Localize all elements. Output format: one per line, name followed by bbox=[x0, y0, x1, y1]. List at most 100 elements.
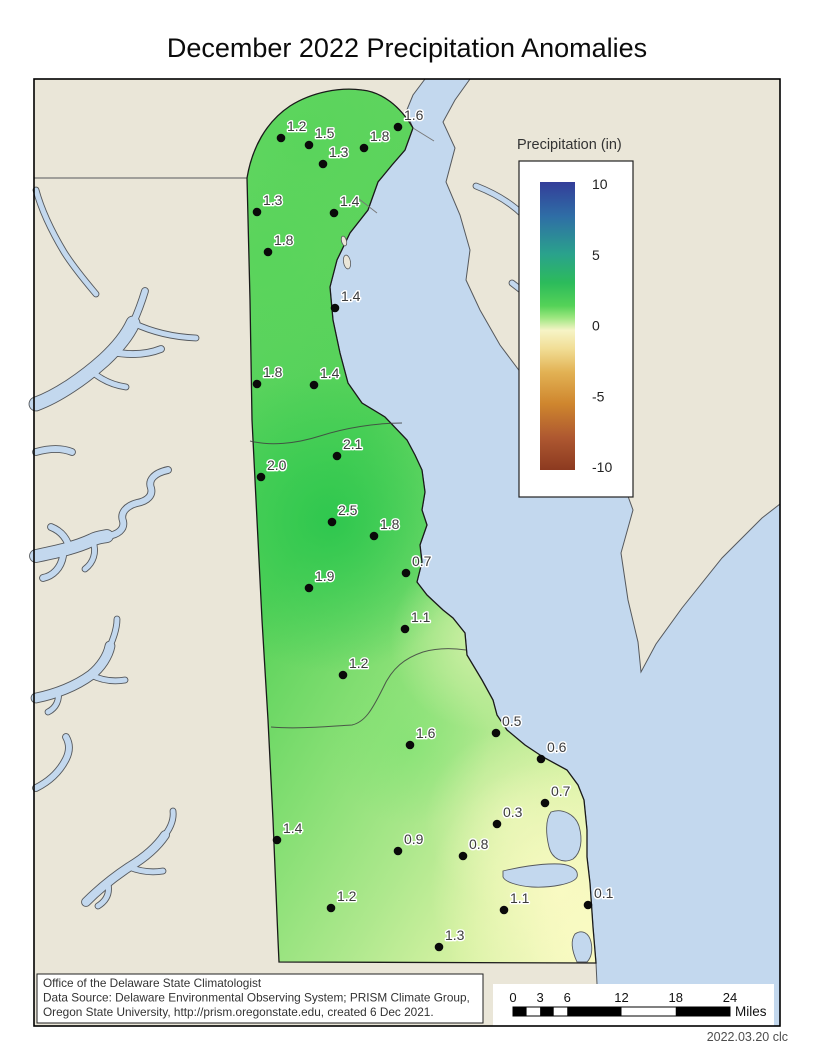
station-dot bbox=[540, 798, 550, 808]
station-dot bbox=[327, 517, 337, 527]
station-dot bbox=[330, 303, 340, 313]
scale-bar-label: 3 bbox=[537, 990, 544, 1005]
legend-box bbox=[518, 160, 634, 498]
station-dot bbox=[252, 379, 262, 389]
station-label: 0.3 bbox=[503, 804, 523, 820]
scale-bar-segment bbox=[540, 1007, 554, 1016]
state-delaware-outline bbox=[246, 88, 597, 964]
scale-bar-panel bbox=[493, 984, 774, 1026]
station-dot bbox=[369, 531, 379, 541]
river-island bbox=[340, 235, 348, 247]
river-island bbox=[342, 254, 352, 270]
attribution-line1: Office of the Delaware State Climatologi… bbox=[43, 976, 262, 990]
station-dot bbox=[256, 472, 266, 482]
station-dot bbox=[338, 670, 348, 680]
station-dot bbox=[304, 583, 314, 593]
station-label: 1.2 bbox=[349, 655, 369, 671]
station-label: 1.9 bbox=[315, 568, 335, 584]
station-dot bbox=[405, 740, 415, 750]
station-dot bbox=[318, 159, 328, 169]
station-label: 1.8 bbox=[370, 128, 390, 144]
station-label: 2.5 bbox=[338, 502, 358, 518]
legend-title: Precipitation (in) bbox=[517, 137, 622, 153]
station-label: 1.8 bbox=[274, 232, 294, 248]
station-dot bbox=[252, 207, 262, 217]
county-line-kent-sussex bbox=[270, 648, 467, 729]
station-label: 0.8 bbox=[469, 836, 489, 852]
stream bbox=[87, 367, 129, 390]
stream bbox=[48, 524, 73, 554]
scale-bar-label: 12 bbox=[614, 990, 628, 1005]
station-dot bbox=[272, 835, 282, 845]
stream bbox=[33, 446, 75, 455]
station-label: 1.3 bbox=[329, 144, 349, 160]
station-label: 1.1 bbox=[510, 890, 530, 906]
station-label: 1.8 bbox=[263, 364, 283, 380]
station-dot bbox=[304, 140, 314, 150]
legend-tick: -5 bbox=[592, 388, 605, 404]
station-dot bbox=[263, 247, 273, 257]
map-frame bbox=[33, 78, 781, 1027]
attribution-line2: Data Source: Delaware Environmental Obse… bbox=[43, 991, 470, 1005]
station-label: 1.4 bbox=[341, 288, 361, 304]
station-dot bbox=[536, 754, 546, 764]
stream bbox=[29, 316, 140, 411]
stream bbox=[33, 187, 99, 297]
scale-bar-label: 6 bbox=[564, 990, 571, 1005]
rehoboth-bay bbox=[546, 810, 582, 862]
date-note: 2022.03.20 clc bbox=[707, 1030, 788, 1044]
stream bbox=[130, 288, 148, 326]
station-dot bbox=[583, 900, 593, 910]
station-dot bbox=[458, 851, 468, 861]
legend: Precipitation (in) 10 5 0 -5 -10 bbox=[517, 137, 634, 498]
stream bbox=[33, 734, 72, 791]
legend-tick: 5 bbox=[592, 247, 600, 263]
station-dot bbox=[276, 133, 286, 143]
station-label: 0.7 bbox=[551, 783, 571, 799]
stream bbox=[95, 881, 111, 909]
stream bbox=[109, 346, 164, 357]
inland-bays bbox=[502, 810, 593, 963]
station-dot bbox=[434, 942, 444, 952]
stream bbox=[45, 687, 61, 715]
station-dot bbox=[309, 380, 319, 390]
indian-river-bay bbox=[502, 863, 578, 888]
station-dot bbox=[393, 122, 403, 132]
station-label: 1.6 bbox=[404, 107, 424, 123]
station-label: 1.3 bbox=[263, 192, 283, 208]
station-dot bbox=[499, 905, 509, 915]
station-label: 2.0 bbox=[267, 457, 287, 473]
station-dot bbox=[400, 624, 410, 634]
scale-bar-unit: Miles bbox=[735, 1004, 767, 1019]
station-label: 1.6 bbox=[416, 725, 436, 741]
station-dot bbox=[393, 846, 403, 856]
scale-bar-segment bbox=[567, 1007, 622, 1016]
scale-bar-segment bbox=[513, 1007, 527, 1016]
scale-bar-label: 24 bbox=[723, 990, 737, 1005]
attribution-frame bbox=[36, 973, 484, 1024]
station-label: 0.6 bbox=[547, 739, 567, 755]
station-label: 1.4 bbox=[320, 365, 340, 381]
station-label: 2.1 bbox=[343, 436, 363, 452]
station-label: 0.5 bbox=[502, 713, 522, 729]
station-label: 1.5 bbox=[315, 125, 335, 141]
station-dot bbox=[332, 451, 342, 461]
station-dot bbox=[329, 208, 339, 218]
stream bbox=[40, 553, 66, 581]
station-label: 1.2 bbox=[337, 888, 357, 904]
station-label: 1.2 bbox=[287, 118, 307, 134]
legend-tick: 0 bbox=[592, 318, 600, 334]
page-title: December 2022 Precipitation Anomalies bbox=[167, 33, 647, 63]
county-line-newcastle-kent bbox=[249, 422, 403, 445]
station-dot bbox=[492, 819, 502, 829]
scale-bar: 0 3 6 12 18 24 Miles bbox=[493, 984, 774, 1026]
station-label: 0.1 bbox=[594, 885, 614, 901]
colorbar bbox=[540, 182, 575, 470]
stream bbox=[107, 616, 120, 649]
legend-tick: -10 bbox=[592, 459, 612, 475]
attribution-box: Office of the Delaware State Climatologi… bbox=[36, 973, 484, 1024]
attribution-line3: Oregon State University, http://prism.or… bbox=[43, 1005, 434, 1019]
boundary-tick bbox=[358, 198, 378, 214]
